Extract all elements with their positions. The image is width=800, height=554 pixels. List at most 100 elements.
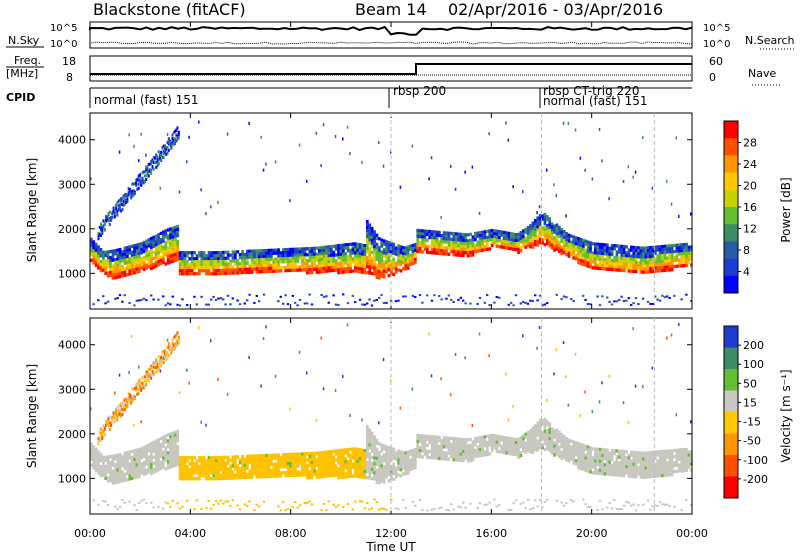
colorbar-tick-label: 4 bbox=[743, 266, 750, 279]
power-cell bbox=[117, 204, 120, 208]
power-cell bbox=[411, 261, 415, 266]
velocity-cell bbox=[565, 449, 568, 453]
velocity-cell bbox=[260, 475, 264, 479]
power-cell bbox=[159, 246, 163, 251]
velocity-cell bbox=[553, 432, 556, 436]
velocity-cell bbox=[514, 453, 518, 457]
velocity-cell bbox=[639, 463, 643, 467]
power-cell bbox=[267, 266, 271, 271]
power-cell bbox=[131, 182, 134, 186]
velocity-cell bbox=[330, 452, 333, 457]
velocity-cell bbox=[121, 479, 124, 483]
velocity-cell bbox=[411, 451, 415, 456]
power-cell bbox=[380, 271, 384, 275]
power-cell bbox=[606, 267, 609, 271]
power-cell bbox=[622, 253, 626, 258]
power-cell bbox=[166, 249, 170, 253]
velocity-cell bbox=[248, 460, 252, 464]
power-cell bbox=[490, 228, 494, 233]
velocity-cell bbox=[250, 463, 254, 467]
velocity-cell bbox=[363, 461, 367, 465]
velocity-cell bbox=[361, 472, 364, 476]
velocity-cell bbox=[469, 455, 472, 459]
velocity-cell bbox=[356, 456, 360, 460]
velocity-cell bbox=[267, 462, 271, 467]
velocity-cell bbox=[567, 441, 571, 445]
power-cell bbox=[553, 227, 556, 231]
velocity-cell bbox=[397, 467, 400, 471]
power-cell bbox=[514, 245, 518, 249]
power-cell bbox=[157, 248, 160, 252]
velocity-cell bbox=[315, 463, 319, 467]
velocity-cell bbox=[445, 442, 448, 446]
velocity-cell bbox=[248, 500, 251, 503]
velocity-cell bbox=[490, 448, 494, 453]
velocity-cell bbox=[466, 459, 470, 463]
velocity-cell bbox=[118, 464, 122, 469]
power-cell bbox=[675, 258, 679, 262]
power-cell bbox=[147, 238, 151, 242]
velocity-cell bbox=[613, 470, 616, 474]
velocity-cell bbox=[380, 467, 384, 471]
power-cell bbox=[378, 141, 380, 145]
power-cell bbox=[483, 233, 487, 237]
power-cell bbox=[634, 267, 638, 271]
power-cell bbox=[378, 249, 381, 253]
velocity-cell bbox=[483, 441, 487, 445]
velocity-cell bbox=[135, 451, 139, 455]
power-cell bbox=[253, 261, 256, 265]
velocity-cell bbox=[442, 445, 446, 449]
velocity-cell bbox=[284, 459, 288, 463]
power-cell bbox=[301, 268, 304, 272]
velocity-cell bbox=[105, 420, 107, 424]
velocity-cell bbox=[354, 462, 357, 466]
velocity-cell bbox=[349, 474, 352, 478]
power-cell bbox=[558, 231, 561, 235]
power-cell bbox=[438, 242, 441, 247]
velocity-cell bbox=[193, 471, 196, 475]
velocity-cell bbox=[433, 508, 436, 510]
velocity-cell bbox=[426, 437, 429, 441]
velocity-cell bbox=[128, 456, 132, 460]
power-cell bbox=[320, 270, 324, 274]
power-cell bbox=[193, 266, 196, 270]
power-cell bbox=[334, 135, 337, 138]
velocity-cell bbox=[608, 469, 612, 473]
velocity-cell bbox=[536, 424, 540, 428]
power-cell bbox=[483, 239, 487, 243]
velocity-cell bbox=[668, 467, 672, 471]
power-cell bbox=[183, 272, 187, 276]
velocity-cell bbox=[502, 441, 506, 446]
colorbar-swatch bbox=[724, 121, 738, 139]
velocity-cell bbox=[250, 469, 254, 473]
velocity-cell bbox=[248, 355, 250, 359]
power-cell bbox=[524, 227, 528, 231]
power-cell bbox=[435, 230, 439, 234]
velocity-cell bbox=[375, 477, 379, 481]
power-cell bbox=[430, 236, 434, 240]
velocity-cell bbox=[637, 460, 640, 464]
power-cell bbox=[102, 259, 105, 263]
power-cell bbox=[678, 249, 681, 253]
velocity-cell bbox=[438, 450, 441, 455]
velocity-cell bbox=[606, 469, 609, 473]
velocity-cell bbox=[238, 461, 242, 465]
power-cell bbox=[452, 241, 456, 245]
power-cell bbox=[224, 250, 228, 254]
power-cell bbox=[236, 271, 240, 275]
velocity-cell bbox=[176, 450, 180, 455]
velocity-cell bbox=[306, 458, 309, 462]
power-cell bbox=[596, 257, 600, 261]
power-cell bbox=[452, 250, 456, 254]
power-cell bbox=[550, 240, 554, 244]
velocity-cell bbox=[344, 475, 348, 479]
velocity-cell bbox=[478, 436, 482, 440]
velocity-cell bbox=[349, 414, 351, 417]
power-cell bbox=[325, 245, 328, 249]
velocity-cell bbox=[565, 375, 567, 379]
power-cell bbox=[577, 237, 580, 241]
velocity-cell bbox=[308, 458, 312, 462]
velocity-cell bbox=[212, 503, 215, 506]
velocity-cell bbox=[522, 434, 525, 438]
velocity-cell bbox=[325, 450, 328, 454]
